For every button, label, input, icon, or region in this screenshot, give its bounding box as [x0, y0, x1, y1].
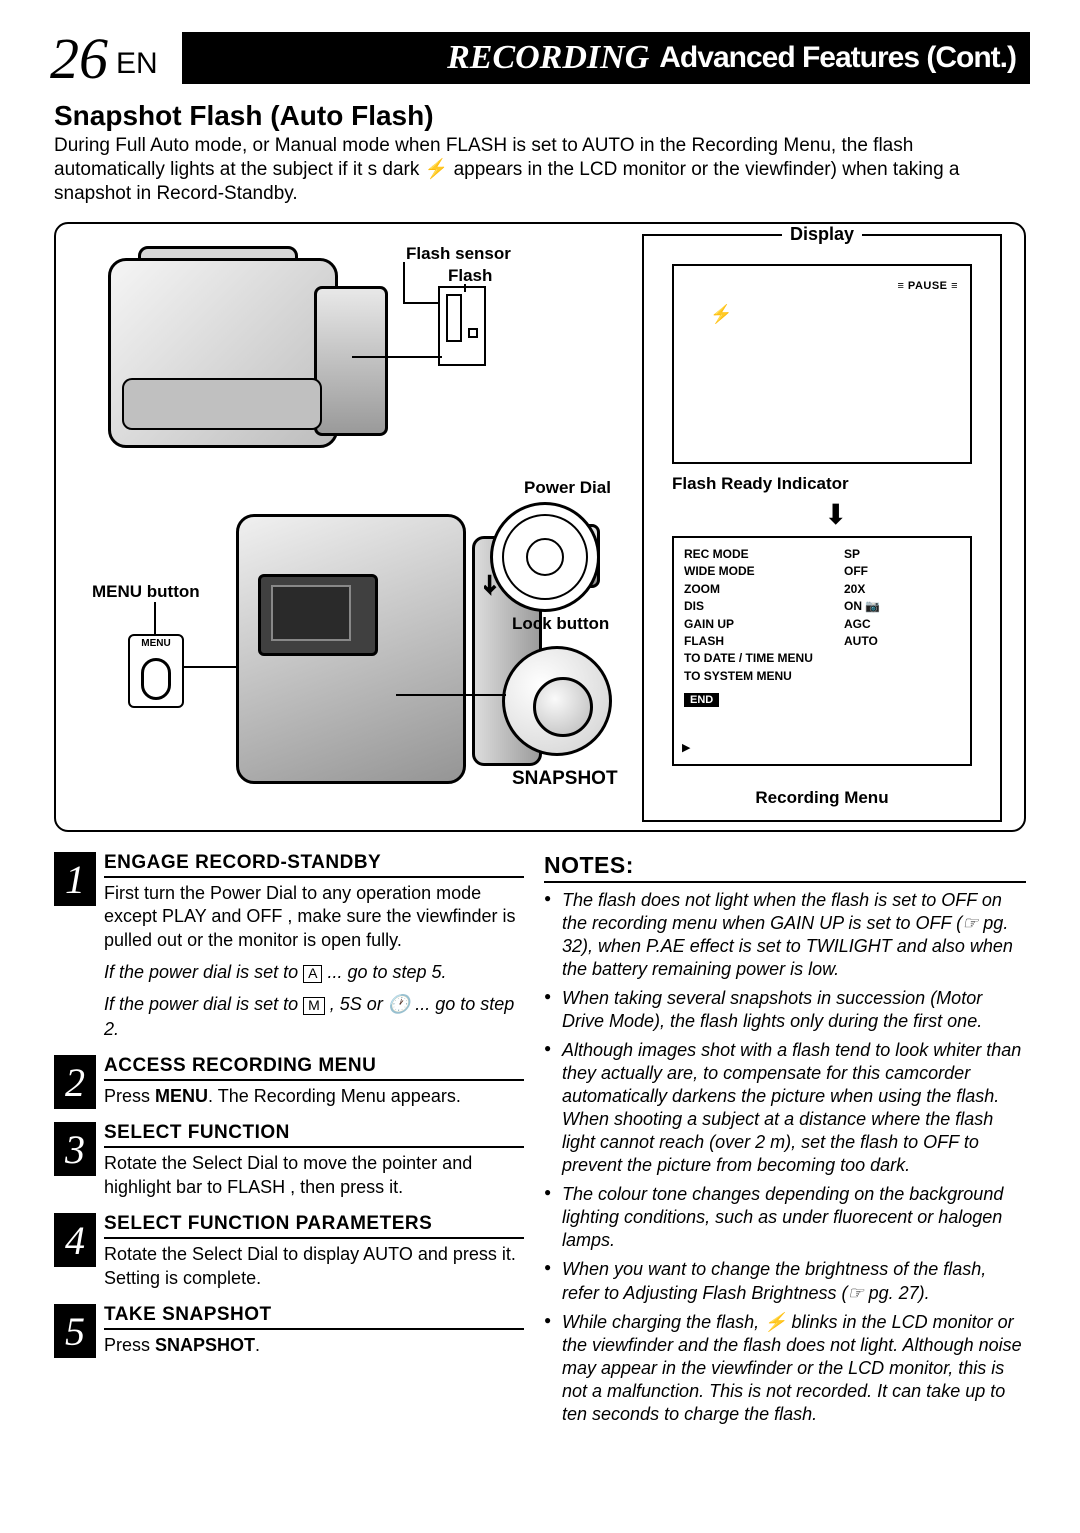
note-item: The colour tone changes depending on the…	[544, 1183, 1026, 1252]
header-bar: RECORDING Advanced Features (Cont.)	[182, 32, 1030, 84]
step-title: ENGAGE RECORD-STANDBY	[104, 852, 524, 878]
note-item: When taking several snapshots in success…	[544, 987, 1026, 1033]
step-title: SELECT FUNCTION	[104, 1122, 524, 1148]
rec-menu-row: TO DATE / TIME MENU	[684, 650, 960, 667]
section-title: Snapshot Flash (Auto Flash)	[54, 100, 434, 132]
step-text: Rotate the Select Dial to display AUTO a…	[104, 1243, 524, 1290]
step-title: SELECT FUNCTION PARAMETERS	[104, 1213, 524, 1239]
camera-top-illustration	[108, 246, 388, 466]
display-title: Display	[782, 224, 862, 245]
step-4: 4 SELECT FUNCTION PARAMETERS Rotate the …	[54, 1213, 524, 1290]
step-number: 2	[54, 1055, 96, 1109]
rec-end-badge: END	[684, 693, 719, 707]
note-item: When you want to change the brightness o…	[544, 1258, 1026, 1304]
step-title: ACCESS RECORDING MENU	[104, 1055, 524, 1081]
flash-unit-illustration	[438, 286, 486, 366]
lcd-screen: PAUSE ⚡	[672, 264, 972, 464]
step-1: 1 ENGAGE RECORD-STANDBY First turn the P…	[54, 852, 524, 1041]
notes-title: NOTES:	[544, 852, 1026, 883]
menu-button-label: MENU button	[92, 582, 200, 602]
snapshot-button-illustration	[502, 646, 612, 756]
notes-column: NOTES: The flash does not light when the…	[544, 852, 1026, 1432]
note-item: The flash does not light when the flash …	[544, 889, 1026, 981]
step-number: 1	[54, 852, 96, 906]
lcd-pause-text: PAUSE	[897, 280, 958, 292]
rec-menu-row: REC MODESP	[684, 546, 960, 563]
menu-unit-illustration: MENU	[128, 634, 184, 708]
rec-menu-row: ZOOM20X	[684, 581, 960, 598]
rec-menu-row: TO SYSTEM MENU	[684, 668, 960, 685]
step-text: Press MENU. The Recording Menu appears.	[104, 1085, 524, 1108]
flash-ready-label: Flash Ready Indicator	[672, 474, 849, 494]
down-arrow-icon: ⬇	[824, 498, 847, 531]
rec-menu-row: GAIN UPAGC	[684, 616, 960, 633]
step-number: 3	[54, 1122, 96, 1176]
notes-list: The flash does not light when the flash …	[544, 889, 1026, 1426]
header-category-italic: RECORDING	[447, 39, 649, 77]
header-category-rest: Advanced Features (Cont.)	[659, 41, 1016, 75]
page-lang: EN	[116, 47, 158, 81]
step-text: Rotate the Select Dial to move the point…	[104, 1152, 524, 1199]
power-dial-illustration	[490, 502, 600, 612]
step-text: First turn the Power Dial to any operati…	[104, 882, 524, 952]
steps-column: 1 ENGAGE RECORD-STANDBY First turn the P…	[54, 852, 524, 1371]
rec-menu-row: FLASHAUTO	[684, 633, 960, 650]
snapshot-label: SNAPSHOT	[512, 768, 618, 790]
step-italic-a: If the power dial is set to A ... go to …	[104, 960, 524, 984]
recording-menu-box: REC MODESPWIDE MODEOFFZOOM20XDISON 📷GAIN…	[672, 536, 972, 766]
power-dial-label: Power Dial	[524, 478, 611, 498]
rec-play-icon: ▶	[682, 741, 690, 754]
step-2: 2 ACCESS RECORDING MENU Press MENU. The …	[54, 1055, 524, 1108]
flash-label: Flash	[448, 266, 492, 286]
page-header: 26 EN RECORDING Advanced Features (Cont.…	[50, 28, 1030, 88]
recording-menu-label: Recording Menu	[644, 788, 1000, 808]
step-italic-b: If the power dial is set to M , 5S or 🕐 …	[104, 992, 524, 1041]
dial-arrow-icon	[484, 572, 512, 600]
menu-small-label: MENU	[141, 638, 170, 649]
lock-button-label: Lock button	[512, 614, 609, 634]
step-5: 5 TAKE SNAPSHOT Press SNAPSHOT.	[54, 1304, 524, 1357]
display-panel: Display PAUSE ⚡ Flash Ready Indicator ⬇ …	[642, 234, 1002, 822]
intro-paragraph: During Full Auto mode, or Manual mode wh…	[54, 134, 1026, 205]
step-number: 4	[54, 1213, 96, 1267]
diagram-box: Flash sensor Flash MENU button MENU Powe…	[54, 222, 1026, 832]
flash-icon: ⚡	[710, 304, 732, 325]
flash-sensor-label: Flash sensor	[406, 244, 511, 264]
step-text: Press SNAPSHOT.	[104, 1334, 524, 1357]
note-item: While charging the flash, ⚡ blinks in th…	[544, 1311, 1026, 1426]
step-title: TAKE SNAPSHOT	[104, 1304, 524, 1330]
rec-menu-row: DISON 📷	[684, 598, 960, 615]
note-item: Although images shot with a flash tend t…	[544, 1039, 1026, 1177]
page-number: 26	[50, 25, 108, 92]
step-number: 5	[54, 1304, 96, 1358]
rec-menu-row: WIDE MODEOFF	[684, 563, 960, 580]
step-3: 3 SELECT FUNCTION Rotate the Select Dial…	[54, 1122, 524, 1199]
